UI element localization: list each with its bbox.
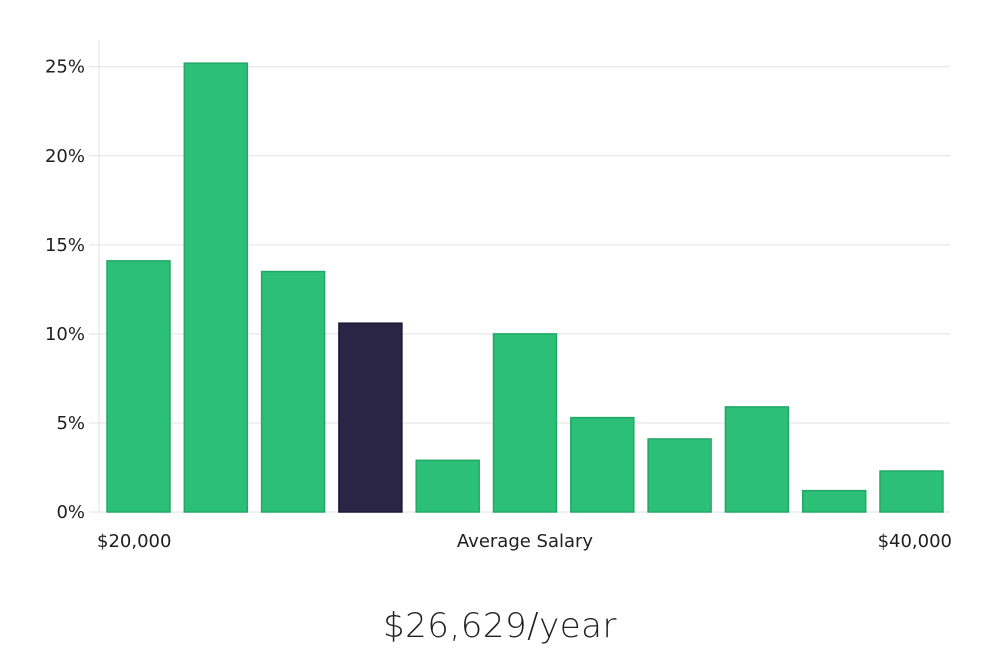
y-tick-label: 0% (56, 502, 85, 523)
bar (647, 438, 712, 513)
x-axis-title: Average Salary (457, 531, 594, 552)
y-tick-label: 5% (56, 413, 85, 434)
y-tick-label: 20% (45, 146, 85, 167)
y-tick-label: 25% (45, 57, 85, 78)
bar (183, 62, 249, 513)
bar (492, 333, 558, 513)
bar-highlighted (338, 322, 403, 513)
label-layer: 0% 5% 10% 15% 20% 25% $20,000 Average Salary $40… (45, 57, 952, 552)
x-end-label: $40,000 (878, 531, 952, 552)
salary-histogram: 0% 5% 10% 15% 20% 25% $20,000 Average Salary $40… (45, 40, 952, 552)
average-salary-value: $26,629/year (383, 606, 617, 646)
bar-layer (106, 62, 944, 513)
bar (801, 489, 867, 513)
bar (106, 260, 171, 513)
bar (879, 470, 944, 513)
bar (724, 406, 790, 513)
bar (570, 416, 635, 513)
y-tick-label: 15% (45, 235, 85, 256)
x-start-label: $20,000 (97, 531, 171, 552)
y-tick-label: 10% (45, 324, 85, 345)
bar (260, 270, 326, 513)
chart-svg: 0% 5% 10% 15% 20% 25% $20,000 Average Salary $40… (45, 40, 952, 552)
bar (415, 459, 480, 513)
